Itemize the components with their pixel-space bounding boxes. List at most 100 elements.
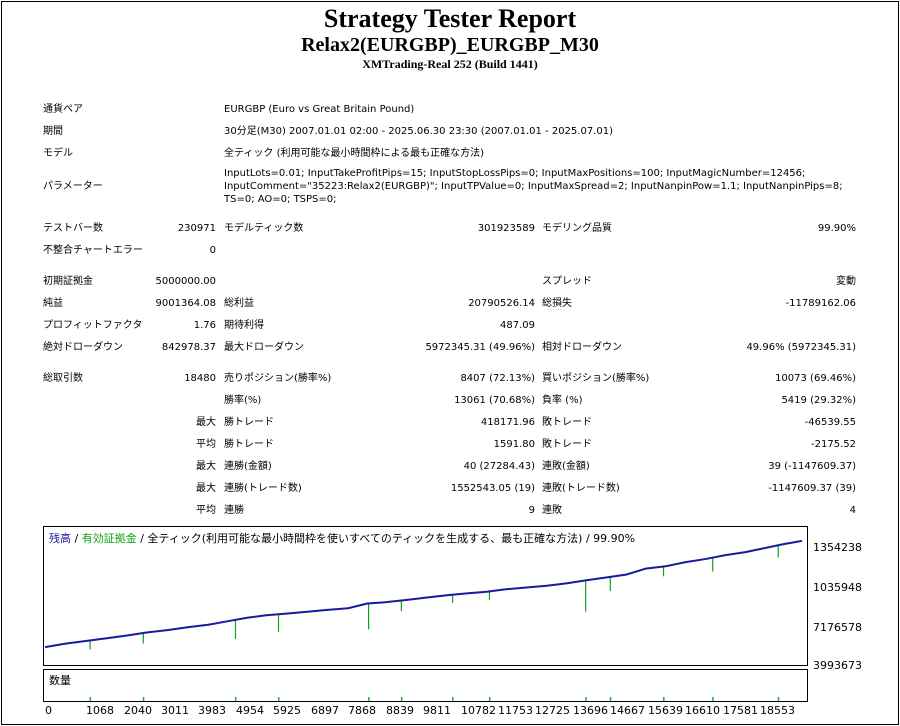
consec-win-amt-label: 連勝(金額): [224, 461, 272, 472]
max-prefix: 最大: [196, 417, 216, 428]
report-subtitle: Relax2(EURGBP)_EURGBP_M30: [301, 34, 599, 56]
x-tick-10: 9811: [423, 704, 451, 717]
mismatch-value: 0: [209, 245, 216, 256]
consec-win-trd-label: 連勝(トレード数): [224, 483, 302, 494]
deposit-value: 5000000.00: [155, 276, 216, 287]
consec-win-amt-value: 40 (27284.43): [463, 461, 535, 472]
x-tick-8: 7868: [348, 704, 376, 717]
ticks-label: モデルティック数: [224, 223, 304, 234]
x-tick-13: 12725: [535, 704, 570, 717]
abs-dd-value: 842978.37: [161, 342, 216, 353]
expected-value: 487.09: [500, 320, 535, 331]
deposit-label: 初期証拠金: [43, 276, 93, 287]
x-tick-1: 1068: [86, 704, 114, 717]
volume-bar-10: [663, 697, 665, 701]
avg-win-value: 1591.80: [493, 439, 535, 450]
quality-label: モデリング品質: [542, 223, 612, 234]
avg-consec-win-label: 連勝: [224, 505, 244, 516]
x-tick-0: 0: [45, 704, 52, 717]
abs-dd-label: 絶対ドローダウン: [43, 342, 123, 353]
consec-loss-trd-value: -1147609.37 (39): [768, 483, 856, 494]
balance-legend: 残高: [49, 532, 71, 545]
avg-consec-win-value: 9: [528, 505, 535, 516]
rel-dd-label: 相対ドローダウン: [542, 342, 622, 353]
balance-line: [44, 539, 803, 649]
x-tick-2: 2040: [124, 704, 152, 717]
x-tick-18: 17581: [723, 704, 758, 717]
gross-profit-value: 20790526.14: [468, 298, 535, 309]
avg-consec-loss-value: 4: [849, 505, 856, 516]
gross-loss-label: 総損失: [542, 298, 572, 309]
consec-loss-amt-label: 連敗(金額): [542, 461, 590, 472]
x-tick-12: 11753: [498, 704, 533, 717]
volume-bar-2: [234, 697, 237, 701]
volume-chart-plot: [89, 697, 780, 701]
model-value: 全ティック (利用可能な最小時間枠による最も正確な方法): [224, 148, 485, 159]
long-value: 10073 (69.46%): [775, 373, 856, 384]
y-tick-1: 1035948: [813, 581, 862, 594]
volume-bar-9: [609, 697, 612, 701]
trades-value: 18480: [184, 373, 216, 384]
max-dd-value: 5972345.31 (49.96%): [425, 342, 535, 353]
x-tick-9: 8839: [386, 704, 414, 717]
x-tick-6: 5925: [273, 704, 301, 717]
net-value: 9001364.08: [155, 298, 216, 309]
legend-sep-2: /: [136, 532, 148, 545]
mismatch-label: 不整合チャートエラー: [43, 245, 143, 256]
report-title: Strategy Tester Report: [323, 4, 577, 33]
max-prefix-3: 最大: [196, 483, 216, 494]
period-label: 期間: [43, 126, 63, 137]
avg-loss-value: -2175.52: [811, 439, 856, 450]
lossrate-label: 負率 (%): [542, 395, 583, 406]
gross-profit-label: 総利益: [224, 298, 254, 309]
consec-loss-trd-label: 連敗(トレード数): [542, 483, 620, 494]
volume-bar-8: [585, 697, 587, 701]
max-prefix-2: 最大: [196, 461, 216, 472]
x-tick-5: 4954: [236, 704, 264, 717]
equity-legend: 有効証拠金: [81, 532, 137, 545]
pf-label: プロフィットファクタ: [43, 320, 143, 331]
x-tick-17: 16610: [685, 704, 720, 717]
expected-label: 期待利得: [224, 320, 264, 331]
gross-loss-value: -11789162.06: [785, 298, 856, 309]
trades-label: 総取引数: [43, 373, 83, 384]
x-tick-16: 15639: [648, 704, 683, 717]
balance-chart: 残高 / 有効証拠金 / 全ティック(利用可能な最小時間枠を使いすべてのティック…: [43, 526, 808, 666]
net-label: 純益: [43, 298, 63, 309]
max-dd-label: 最大ドローダウン: [224, 342, 304, 353]
y-tick-2: 7176578: [813, 621, 862, 634]
avg-loss-label: 敗トレード: [542, 439, 592, 450]
max-win-label: 勝トレード: [224, 417, 274, 428]
symbol-value: EURGBP (Euro vs Great Britain Pound): [224, 104, 415, 115]
winrate-value: 13061 (70.68%): [454, 395, 535, 406]
long-label: 買いポジション(勝率%): [542, 373, 650, 384]
volume-bar-5: [400, 697, 403, 701]
avg-prefix-2: 平均: [196, 505, 216, 516]
x-tick-14: 13696: [573, 704, 608, 717]
volume-bar-3: [277, 697, 280, 701]
model-label: モデル: [43, 148, 73, 159]
params-value: InputLots=0.01; InputTakeProfitPips=15; …: [224, 168, 843, 205]
x-tick-7: 6897: [311, 704, 339, 717]
balance-chart-plot: [44, 539, 803, 650]
volume-bar-7: [488, 697, 491, 701]
volume-bar-1: [142, 697, 145, 701]
report-table: 通貨ペア EURGBP (Euro vs Great Britain Pound…: [43, 104, 856, 516]
x-tick-19: 18553: [760, 704, 795, 717]
consec-loss-amt-value: 39 (-1147609.37): [768, 461, 856, 472]
volume-bar-4: [368, 697, 370, 701]
x-tick-3: 3011: [161, 704, 189, 717]
rel-dd-value: 49.96% (5972345.31): [746, 342, 856, 353]
avg-win-label: 勝トレード: [224, 439, 274, 450]
volume-title: 数量: [49, 674, 71, 687]
y-tick-3: 3993673: [813, 659, 862, 672]
period-value: 30分足(M30) 2007.01.01 02:00 - 2025.06.30 …: [224, 126, 613, 137]
max-win-value: 418171.96: [480, 417, 535, 428]
quality-value: 99.90%: [817, 223, 856, 234]
volume-bar-6: [452, 697, 454, 701]
volume-bar-0: [89, 697, 92, 701]
volume-bar-12: [777, 697, 780, 701]
report-server: XMTrading-Real 252 (Build 1441): [362, 57, 538, 71]
spread-label: スプレッド: [542, 276, 592, 287]
